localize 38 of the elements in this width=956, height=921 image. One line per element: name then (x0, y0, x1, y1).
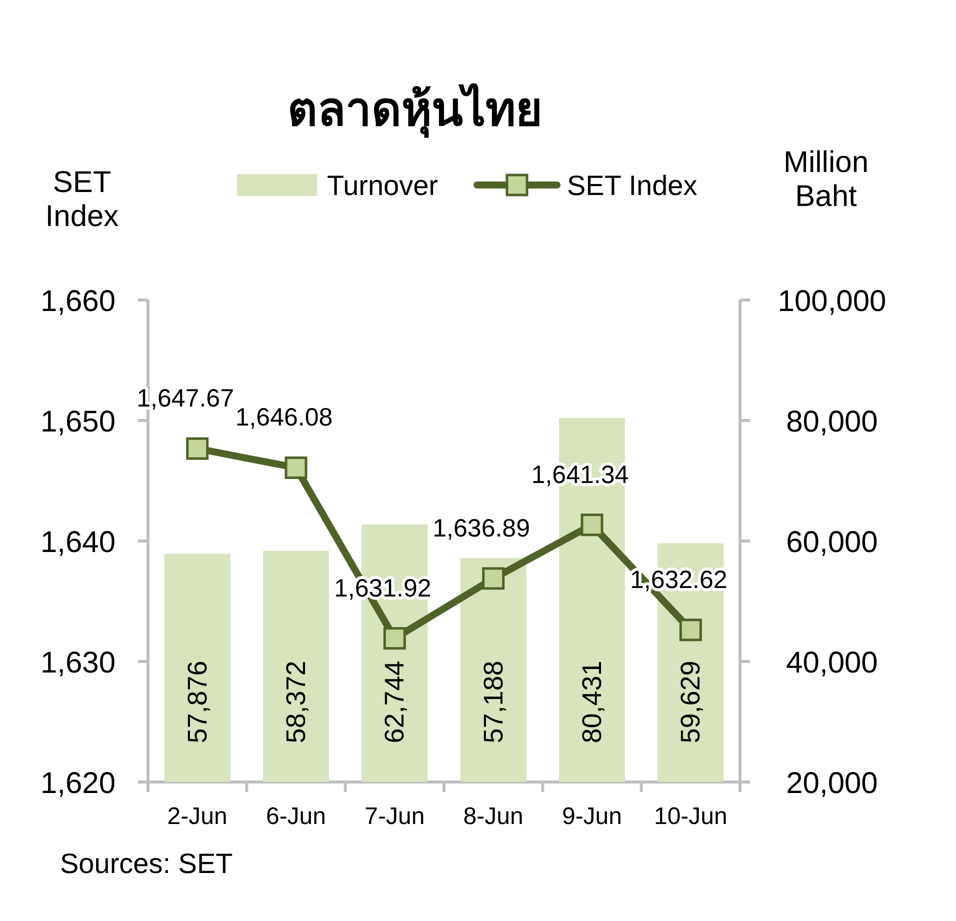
y2-tick-label: 60,000 (786, 526, 878, 559)
y-tick-label: 1,640 (40, 526, 116, 559)
source-note: Sources: SET (60, 848, 233, 879)
x-tick-label: 6-Jun (266, 803, 326, 830)
y2-tick-label: 20,000 (786, 767, 878, 800)
x-tick-label: 8-Jun (463, 803, 524, 830)
data-label: 1,641.34 (531, 460, 629, 489)
y2-tick-label: 80,000 (786, 406, 878, 438)
data-label: 57,876 (182, 660, 212, 744)
y2-axis-title: Million Baht (783, 146, 869, 213)
x-tick-label: 9-Jun (562, 803, 622, 830)
y-tick-label: 1,660 (40, 285, 116, 318)
y-tick-label: 1,650 (40, 406, 116, 438)
point (186, 437, 209, 460)
point (383, 627, 406, 650)
x-tick-label: 7-Jun (364, 803, 425, 830)
y-axis-title: SET Index (45, 166, 119, 233)
point (482, 567, 505, 590)
data-label: 58,372 (281, 660, 311, 744)
data-label: 1,636.89 (432, 514, 530, 542)
point (284, 456, 308, 479)
data-label: 80,431 (577, 660, 607, 744)
y-tick-label: 1,620 (40, 767, 116, 800)
x-tick-label: 2-Jun (167, 803, 228, 830)
y2-tick-label: 40,000 (786, 646, 878, 680)
legend-label: Turnover (327, 170, 438, 201)
data-label: 59,629 (676, 660, 706, 744)
legend-label: SET Index (567, 170, 698, 201)
data-label: 1,646.08 (235, 404, 333, 432)
data-label: 1,647.67 (136, 384, 234, 413)
x-tick-label: 10-Jun (654, 803, 728, 830)
chart-title: ตลาดหุ้นไทย (288, 83, 542, 138)
data-label: 62,744 (380, 660, 410, 744)
y2-tick-label: 100,000 (778, 285, 886, 318)
y-tick-label: 1,630 (40, 646, 116, 680)
data-label: 57,188 (478, 660, 508, 744)
point (580, 514, 604, 536)
point (679, 618, 702, 642)
